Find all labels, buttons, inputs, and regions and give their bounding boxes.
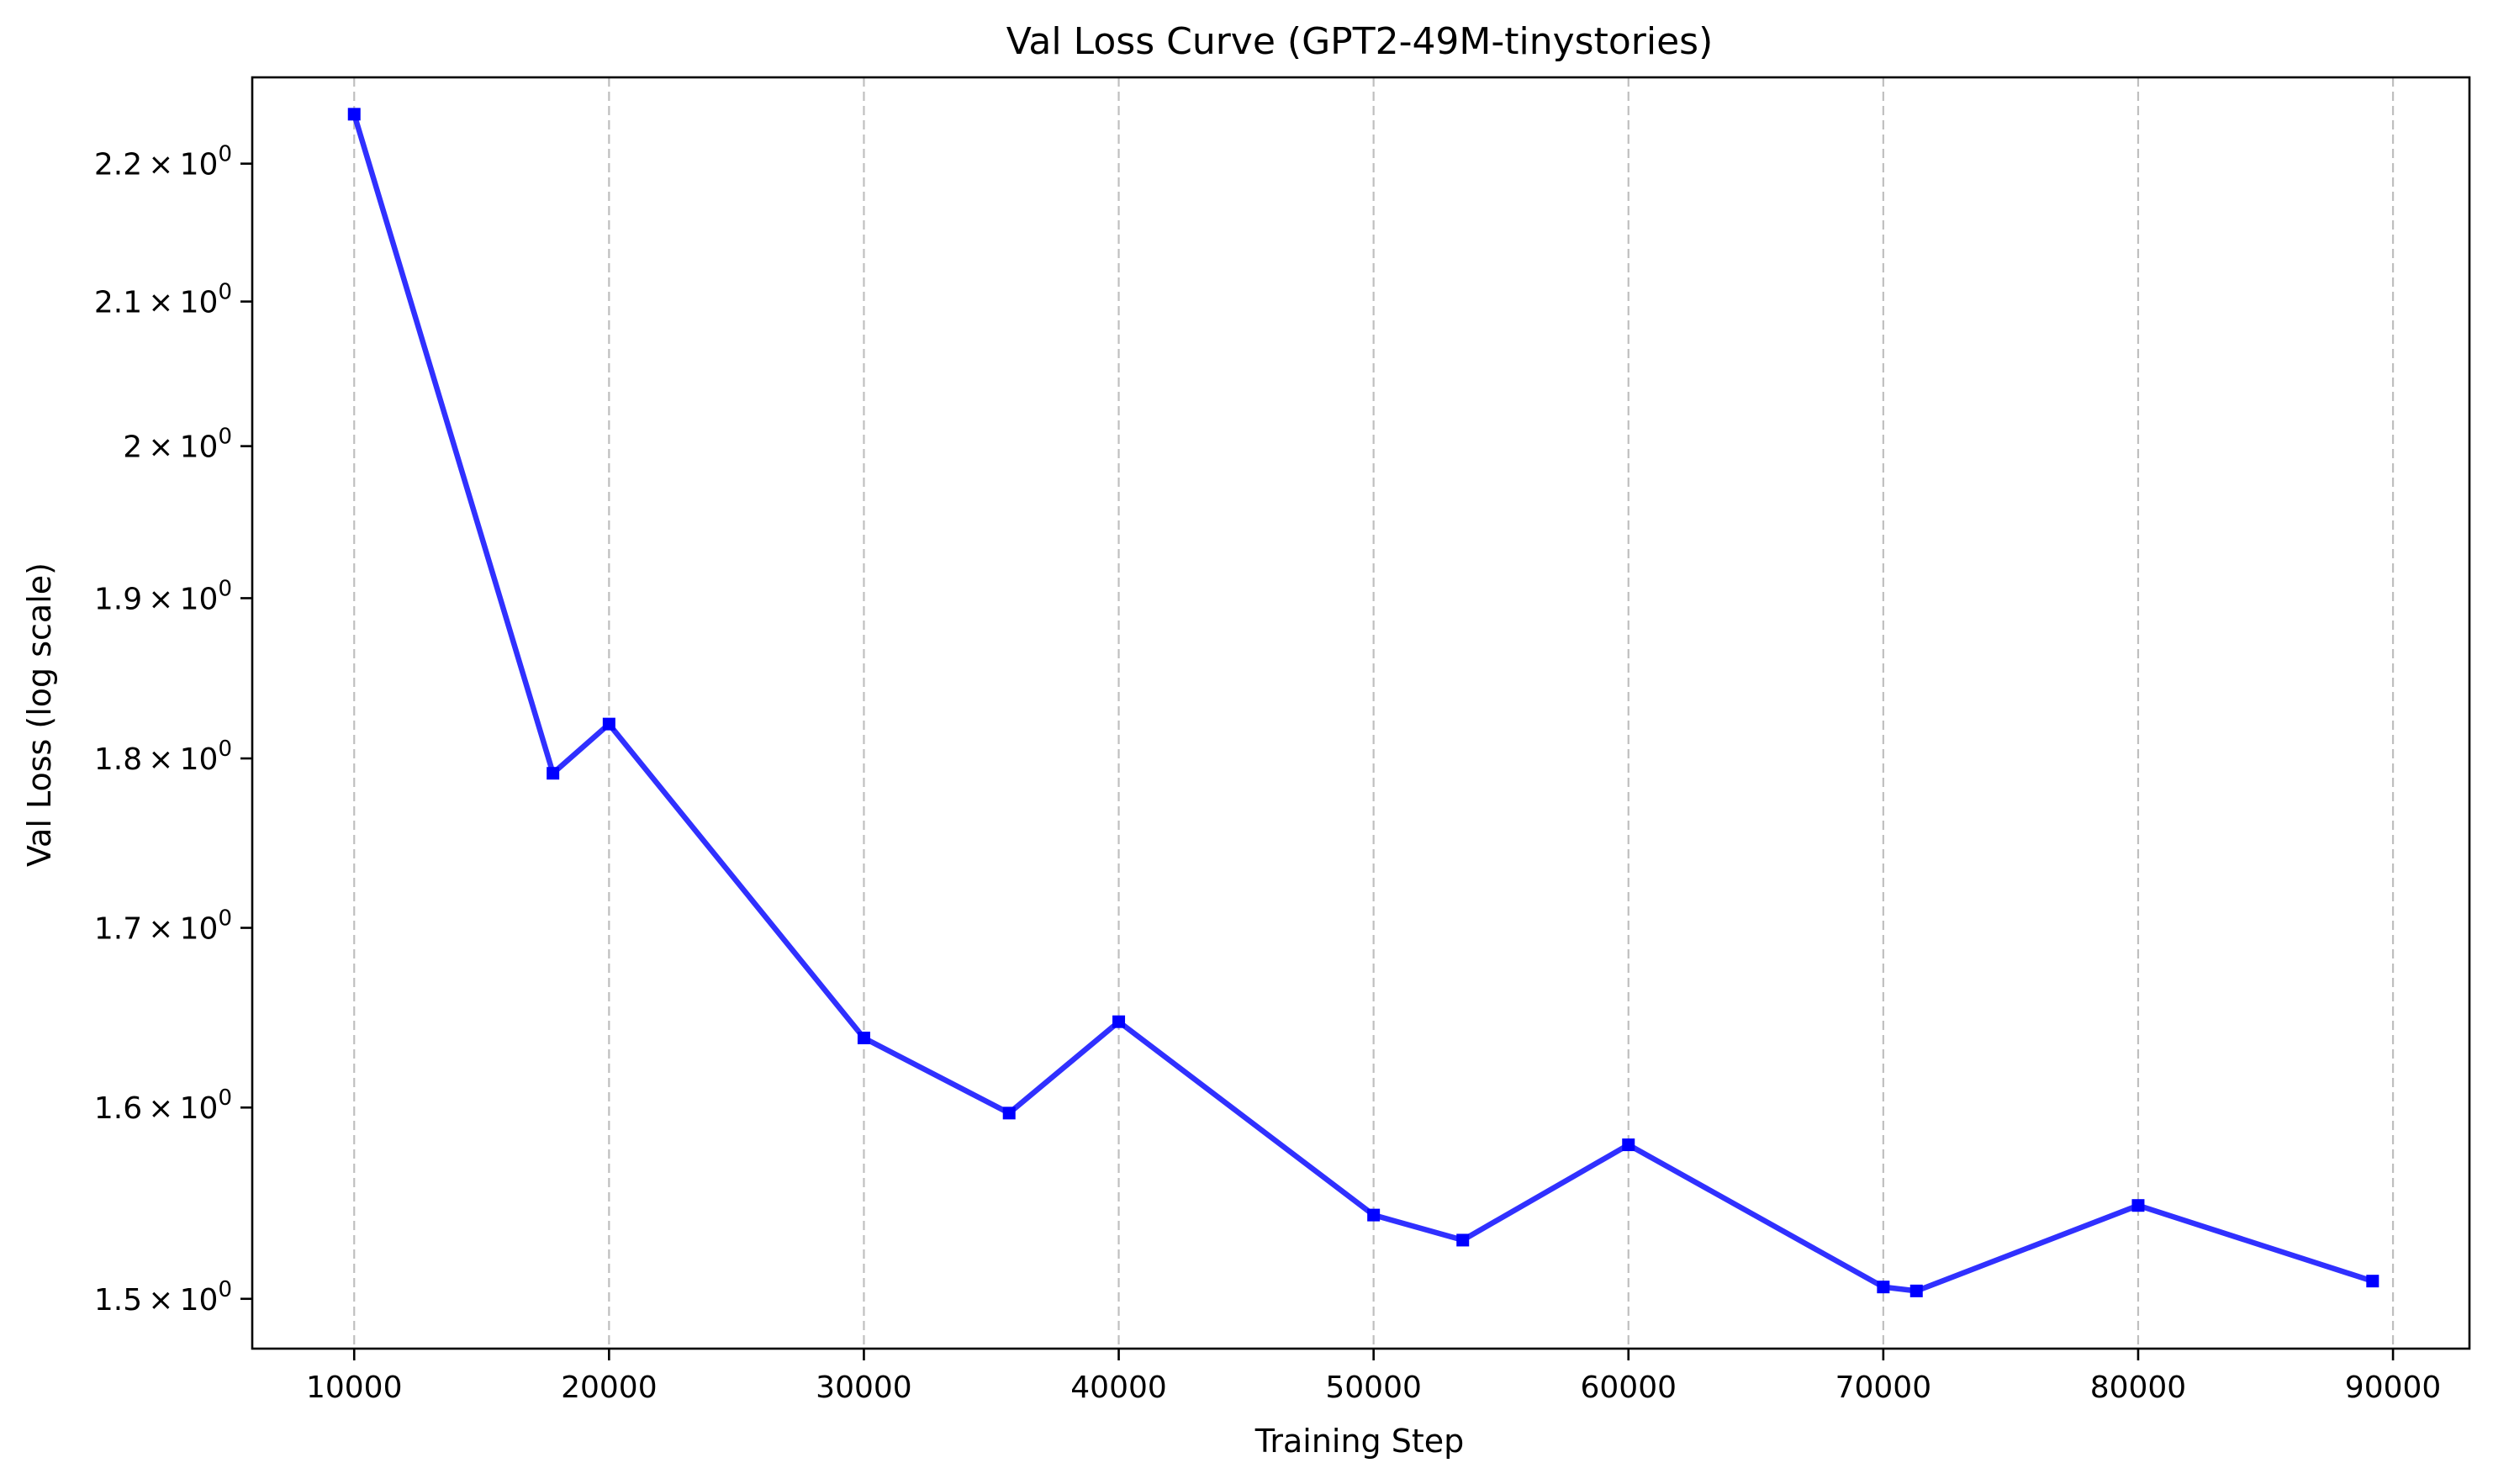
data-point-marker: [857, 1031, 870, 1044]
y-tick-label: 1.9 × 100: [94, 576, 232, 616]
y-axis-label: Val Loss (log scale): [21, 562, 58, 867]
plot-frame: [251, 76, 2471, 1350]
data-point-marker: [1367, 1208, 1381, 1222]
data-point-marker: [347, 108, 361, 121]
y-tick-label: 1.5 × 100: [94, 1277, 232, 1318]
series-layer: [347, 108, 2379, 1297]
y-tick-label: 1.6 × 100: [94, 1085, 232, 1126]
x-axis-ticks: 10000 20000 30000 40000 50000 60000 70000 80000…: [306, 1349, 2441, 1405]
x-tick-label: 80000: [2090, 1370, 2187, 1405]
data-point-marker: [1456, 1233, 1470, 1247]
grid-layer: [353, 77, 2395, 1349]
y-tick-label: 1.8 × 100: [94, 737, 232, 777]
data-point-marker: [1112, 1015, 1126, 1028]
chart-title: Val Loss Curve (GPT2-49M-tinystories): [1006, 20, 1714, 63]
x-tick-label: 60000: [1580, 1370, 1677, 1405]
y-tick-label: 1.7 × 100: [94, 906, 232, 947]
x-tick-label: 70000: [1835, 1370, 1932, 1405]
x-tick-label: 30000: [816, 1370, 912, 1405]
x-tick-label: 40000: [1070, 1370, 1167, 1405]
data-point-marker: [602, 717, 615, 731]
x-tick-label: 20000: [561, 1370, 658, 1405]
data-point-marker: [1877, 1281, 1890, 1294]
data-point-marker: [1622, 1138, 1635, 1152]
y-tick-label: 2 × 100: [123, 425, 232, 465]
data-point-marker: [1909, 1284, 1923, 1297]
x-axis-label: Training Step: [1254, 1423, 1465, 1460]
data-point-marker: [547, 767, 560, 780]
y-tick-label: 2.1 × 100: [94, 280, 232, 320]
x-tick-label: 90000: [2345, 1370, 2442, 1405]
x-tick-label: 10000: [306, 1370, 403, 1405]
data-point-marker: [2366, 1275, 2379, 1288]
x-tick-label: 50000: [1325, 1370, 1422, 1405]
y-axis-ticks: 1.5 × 100 1.6 × 100 1.7 × 100 1.8 × 100 1.9 …: [94, 142, 252, 1318]
y-tick-label: 2.2 × 100: [94, 142, 232, 182]
data-point-marker: [1002, 1106, 1016, 1120]
data-point-marker: [2131, 1199, 2145, 1212]
